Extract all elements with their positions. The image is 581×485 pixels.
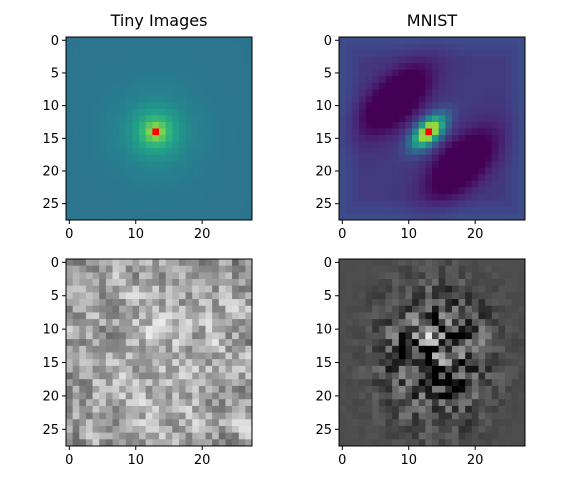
y-tick-label: 20	[42, 389, 59, 404]
axes-frame	[65, 258, 253, 447]
x-tick-label: 10	[127, 227, 144, 242]
x-tick-label: 0	[65, 227, 73, 242]
x-tick-label: 20	[467, 227, 484, 242]
y-tick-label: 5	[51, 289, 59, 304]
x-tick-label: 20	[194, 227, 211, 242]
y-tick-label: 10	[42, 99, 59, 114]
y-tick-label: 15	[315, 132, 332, 147]
axes-frame	[65, 36, 253, 221]
x-tick-label: 0	[65, 453, 73, 468]
x-tick-label: 20	[194, 453, 211, 468]
y-tick-label: 10	[315, 99, 332, 114]
panel-tiny-images-correlation: Tiny Images 0 5 10 15 20 25 0 10 20	[42, 11, 253, 242]
panel-tiny-images-sample: 0 5 10 15 20 25 0 10 20	[42, 256, 253, 468]
x-tick-label: 10	[400, 453, 417, 468]
y-tick-label: 20	[315, 164, 332, 179]
peak-marker	[152, 128, 159, 136]
axes-frame	[338, 258, 526, 447]
image-pixels	[339, 37, 526, 221]
y-tick-label: 0	[51, 256, 59, 271]
peak-marker	[425, 128, 432, 136]
y-tick-label: 0	[324, 256, 332, 271]
y-tick-label: 5	[324, 289, 332, 304]
x-tick-label: 10	[400, 227, 417, 242]
y-tick-label: 15	[315, 356, 332, 371]
y-tick-label: 25	[315, 423, 332, 438]
y-tick-label: 25	[42, 423, 59, 438]
y-tick-label: 10	[42, 323, 59, 338]
panel-title: Tiny Images	[110, 11, 208, 30]
y-tick-label: 20	[315, 389, 332, 404]
x-tick-label: 0	[338, 227, 346, 242]
panel-title: MNIST	[407, 11, 458, 30]
axes-frame	[338, 36, 526, 221]
x-tick-label: 10	[127, 453, 144, 468]
x-tick-label: 0	[338, 453, 346, 468]
image-pixels	[66, 259, 253, 447]
y-tick-label: 5	[324, 66, 332, 81]
y-tick-label: 5	[51, 66, 59, 81]
panel-mnist-sample: 0 5 10 15 20 25 0 10 20	[315, 256, 526, 468]
y-tick-label: 15	[42, 132, 59, 147]
y-tick-label: 25	[42, 197, 59, 212]
y-tick-label: 20	[42, 164, 59, 179]
y-tick-label: 15	[42, 356, 59, 371]
image-pixels	[339, 259, 526, 447]
y-tick-label: 0	[51, 34, 59, 49]
image-pixels	[66, 37, 253, 221]
y-tick-label: 25	[315, 197, 332, 212]
y-tick-label: 10	[315, 323, 332, 338]
y-tick-label: 0	[324, 34, 332, 49]
x-tick-label: 20	[467, 453, 484, 468]
panel-mnist-correlation: MNIST 0 5 10 15 20 25 0 10 20	[315, 11, 526, 242]
